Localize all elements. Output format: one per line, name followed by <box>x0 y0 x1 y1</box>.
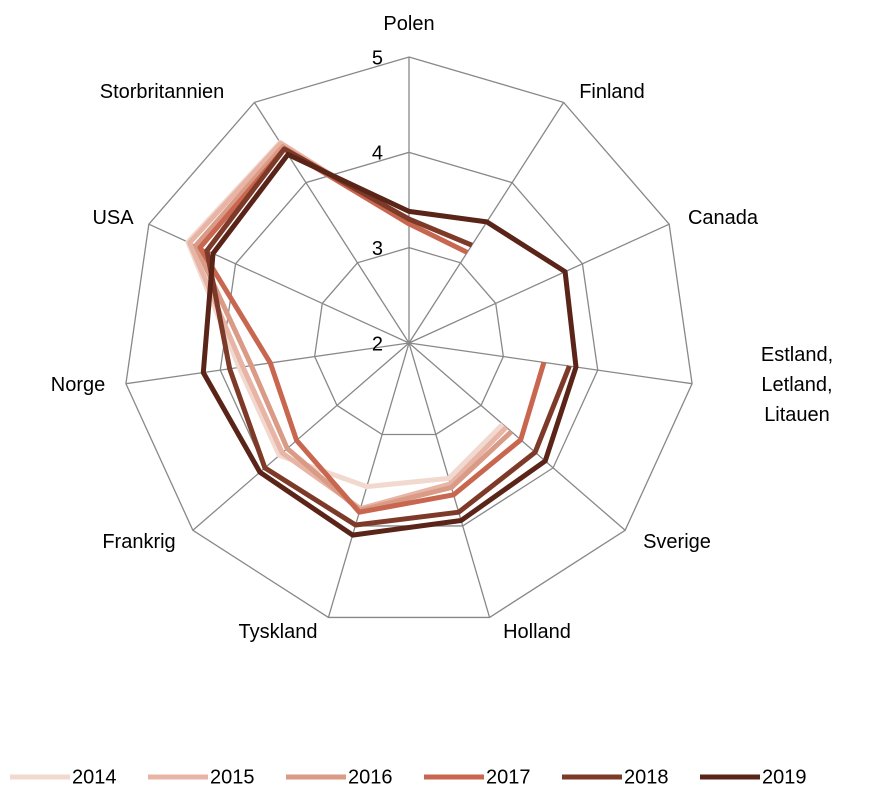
grid-ring <box>313 246 505 436</box>
series-line <box>200 152 579 538</box>
category-label: Frankrig <box>102 531 176 553</box>
category-label: Holland <box>503 621 571 643</box>
category-label: Norge <box>50 374 106 396</box>
series-line <box>187 140 509 512</box>
tick-label: 5 <box>372 47 383 69</box>
tick-label: 4 <box>372 143 383 165</box>
grid-ring <box>125 56 693 619</box>
spoke <box>408 342 693 385</box>
spoke <box>192 342 410 531</box>
legend-label: 2017 <box>486 766 531 787</box>
spoke <box>408 223 670 344</box>
category-label: USA <box>92 207 134 229</box>
legend-label: 2016 <box>348 766 393 787</box>
legend-label: 2014 <box>72 766 117 787</box>
spoke <box>253 102 410 344</box>
spoke <box>408 342 626 531</box>
tick-label: 3 <box>372 238 383 260</box>
legend-label: 2015 <box>210 766 255 787</box>
category-label: Canada <box>687 207 759 229</box>
series-line <box>204 146 572 528</box>
series-line <box>193 144 514 513</box>
spoke <box>125 342 410 385</box>
category-label: Tyskland <box>238 621 318 643</box>
spoke <box>327 342 410 618</box>
category-label: Storbritannien <box>99 81 225 103</box>
tick-label: 2 <box>372 333 383 355</box>
category-label: Sverige <box>643 531 711 553</box>
legend-label: 2019 <box>762 766 807 787</box>
category-label: Polen <box>383 13 435 35</box>
category-label: Estland, Letland, Litauen <box>760 344 834 426</box>
legend-label: 2018 <box>624 766 669 787</box>
category-label: Finland <box>579 81 645 103</box>
